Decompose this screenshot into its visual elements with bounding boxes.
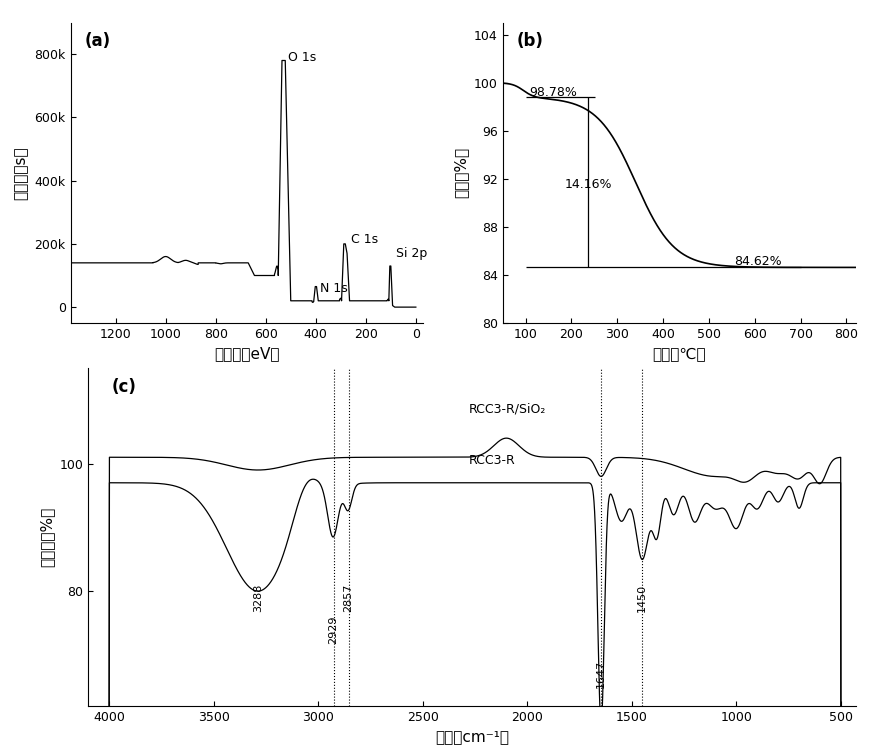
Text: (c): (c) [111,379,136,396]
Text: 3288: 3288 [253,584,263,612]
Text: 98.78%: 98.78% [529,86,577,99]
Text: 1647: 1647 [596,660,606,688]
Text: 84.62%: 84.62% [734,255,781,268]
X-axis label: 结合能（eV）: 结合能（eV） [214,346,280,361]
Text: (a): (a) [85,32,111,50]
Text: 14.16%: 14.16% [564,178,612,192]
Text: RCC3-R: RCC3-R [468,454,515,467]
Text: 2929: 2929 [328,615,338,644]
X-axis label: 温度（℃）: 温度（℃） [653,346,706,361]
Y-axis label: 透过率（%）: 透过率（%） [39,507,54,567]
Text: C 1s: C 1s [351,233,378,246]
Text: 2857: 2857 [343,584,353,612]
Y-axis label: 计数率（s）: 计数率（s） [14,146,29,200]
Text: (b): (b) [517,32,543,50]
Text: RCC3-R/SiO₂: RCC3-R/SiO₂ [468,403,546,416]
Text: N 1s: N 1s [320,282,348,295]
Y-axis label: 重量（%）: 重量（%） [453,147,468,198]
X-axis label: 波数（cm⁻¹）: 波数（cm⁻¹） [435,729,509,744]
Text: Si 2p: Si 2p [396,247,427,260]
Text: 1450: 1450 [638,584,647,611]
Text: O 1s: O 1s [288,51,317,64]
